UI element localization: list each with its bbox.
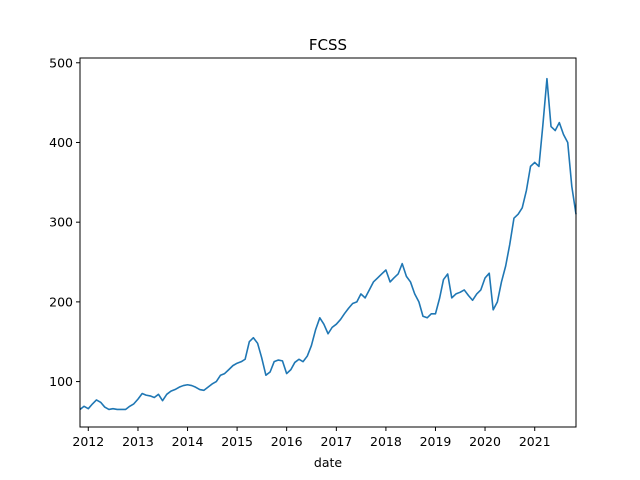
y-tick-label: 100 bbox=[49, 374, 73, 389]
x-axis-label: date bbox=[314, 455, 342, 470]
x-tick-label: 2018 bbox=[370, 434, 402, 449]
plot-area bbox=[79, 77, 577, 411]
x-axis-ticks: 2012 2013 2014 2015 2016 2017 2018 2019 2020 2021 bbox=[72, 427, 551, 449]
x-tick-label: 2013 bbox=[122, 434, 154, 449]
x-tick-label: 2020 bbox=[469, 434, 501, 449]
y-axis-ticks: 100 200 300 400 500 bbox=[49, 55, 80, 389]
x-tick-label: 2014 bbox=[172, 434, 204, 449]
y-tick-label: 300 bbox=[49, 215, 73, 230]
x-tick-label: 2015 bbox=[221, 434, 253, 449]
x-tick-label: 2017 bbox=[320, 434, 352, 449]
chart-title: FCSS bbox=[309, 36, 347, 54]
y-tick-label: 400 bbox=[49, 135, 73, 150]
x-tick-label: 2012 bbox=[72, 434, 104, 449]
series-line bbox=[79, 77, 577, 411]
y-tick-label: 200 bbox=[49, 294, 73, 309]
x-tick-label: 2016 bbox=[271, 434, 303, 449]
y-tick-label: 500 bbox=[49, 55, 73, 70]
x-tick-label: 2021 bbox=[519, 434, 551, 449]
plot-frame bbox=[79, 57, 577, 428]
x-tick-label: 2019 bbox=[420, 434, 452, 449]
